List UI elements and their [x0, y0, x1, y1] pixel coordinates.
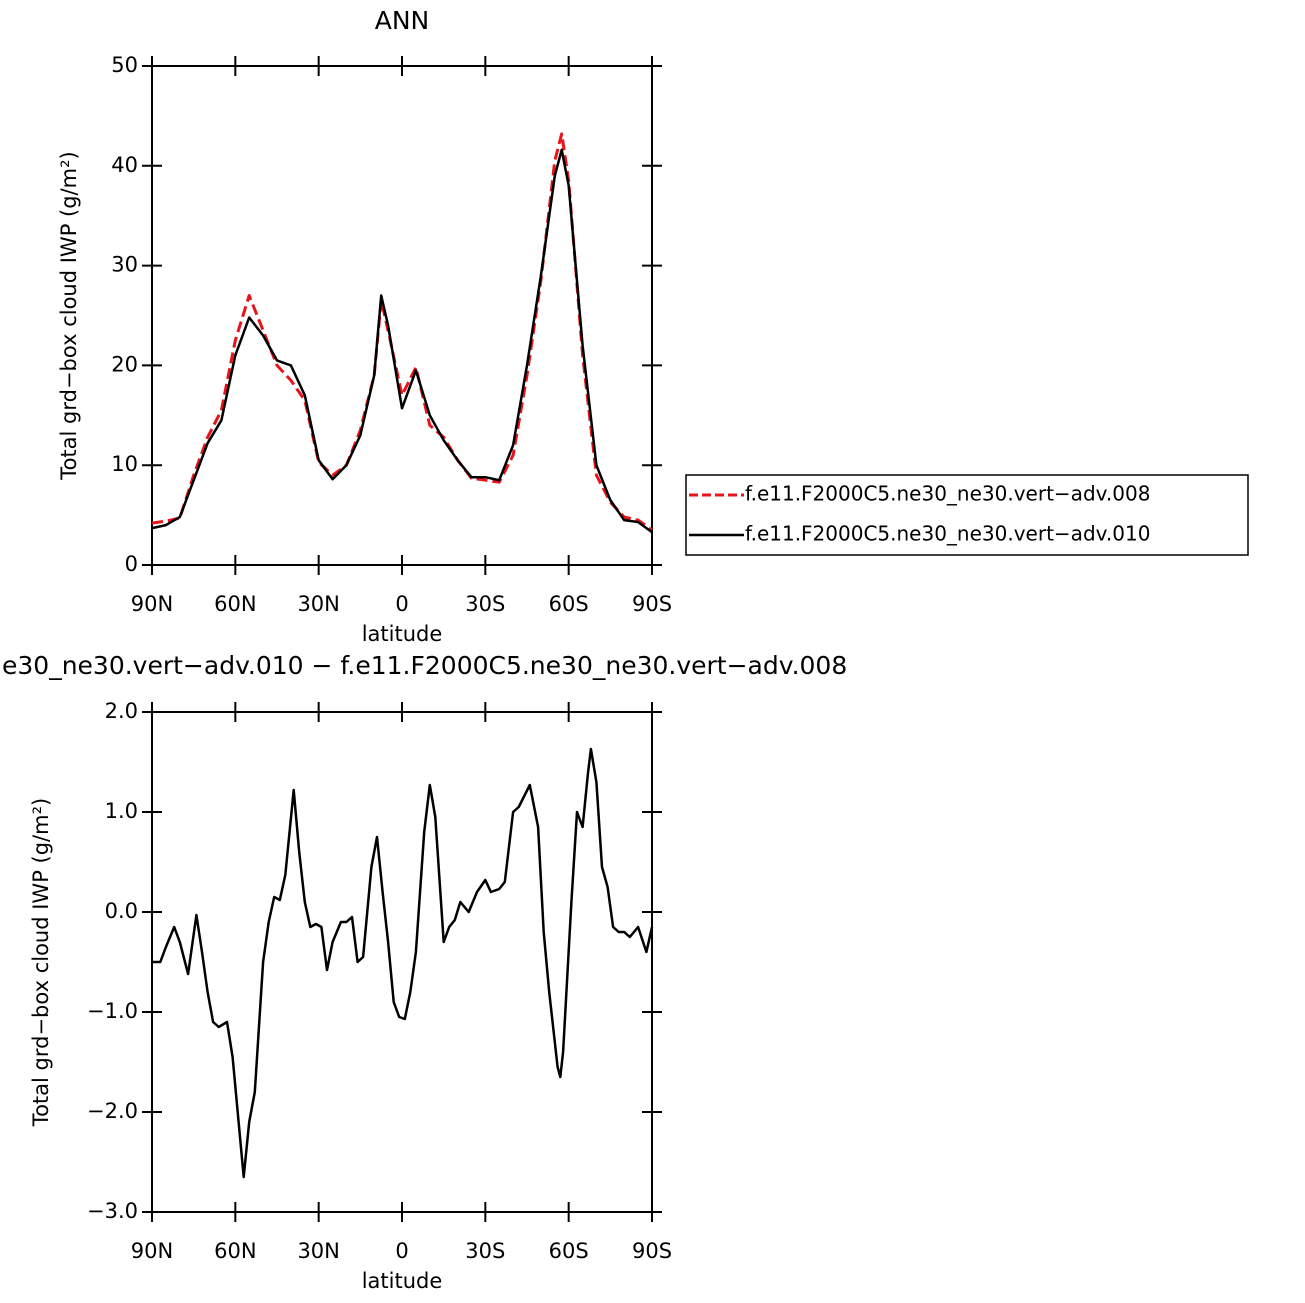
plot-frame [151, 65, 653, 566]
x-tick-label: 60N [214, 1239, 256, 1263]
x-tick-label: 0 [395, 592, 408, 616]
data-line [152, 747, 654, 1179]
y-tick-label: −2.0 [87, 1099, 138, 1123]
x-tick-label: 30N [297, 1239, 339, 1263]
y-tick-label: 50 [111, 53, 138, 77]
y-tick-label: 1.0 [105, 799, 138, 823]
x-tick-label: 60S [549, 1239, 589, 1263]
y-tick-label: 0.0 [105, 899, 138, 923]
y-tick-label: 30 [111, 253, 138, 277]
x-tick-label: 90N [131, 592, 173, 616]
y-tick-label: 20 [111, 352, 138, 376]
y-tick-label: −1.0 [87, 999, 138, 1023]
x-axis-label: latitude [362, 622, 443, 646]
x-tick-label: 30S [465, 1239, 505, 1263]
data-line [151, 132, 653, 532]
x-tick-label: 30N [297, 592, 339, 616]
x-tick-label: 90S [632, 592, 672, 616]
x-tick-label: 90N [131, 1239, 173, 1263]
x-axis-label: latitude [362, 1269, 443, 1293]
chart-title: ANN [375, 6, 430, 35]
legend-label: f.e11.F2000C5.ne30_ne30.vert−adv.008 [745, 482, 1150, 506]
y-tick-label: 2.0 [105, 699, 138, 723]
y-tick-label: 0 [125, 552, 138, 576]
y-tick-label: 40 [111, 153, 138, 177]
chart-title: e30_ne30.vert−adv.010 − f.e11.F2000C5.ne… [2, 651, 847, 680]
plot-frame [151, 711, 653, 1213]
x-tick-label: 90S [632, 1239, 672, 1263]
y-axis-label: Total grd−box cloud IWP (g/m²) [57, 151, 81, 480]
x-tick-label: 30S [465, 592, 505, 616]
x-tick-label: 60S [549, 592, 589, 616]
y-axis-label: Total grd−box cloud IWP (g/m²) [29, 798, 53, 1127]
legend-label: f.e11.F2000C5.ne30_ne30.vert−adv.010 [745, 522, 1150, 546]
x-tick-label: 60N [214, 592, 256, 616]
y-tick-label: −3.0 [87, 1199, 138, 1223]
x-tick-label: 0 [395, 1239, 408, 1263]
y-tick-label: 10 [111, 452, 138, 476]
legend-box [685, 474, 1249, 556]
data-line [151, 148, 653, 534]
